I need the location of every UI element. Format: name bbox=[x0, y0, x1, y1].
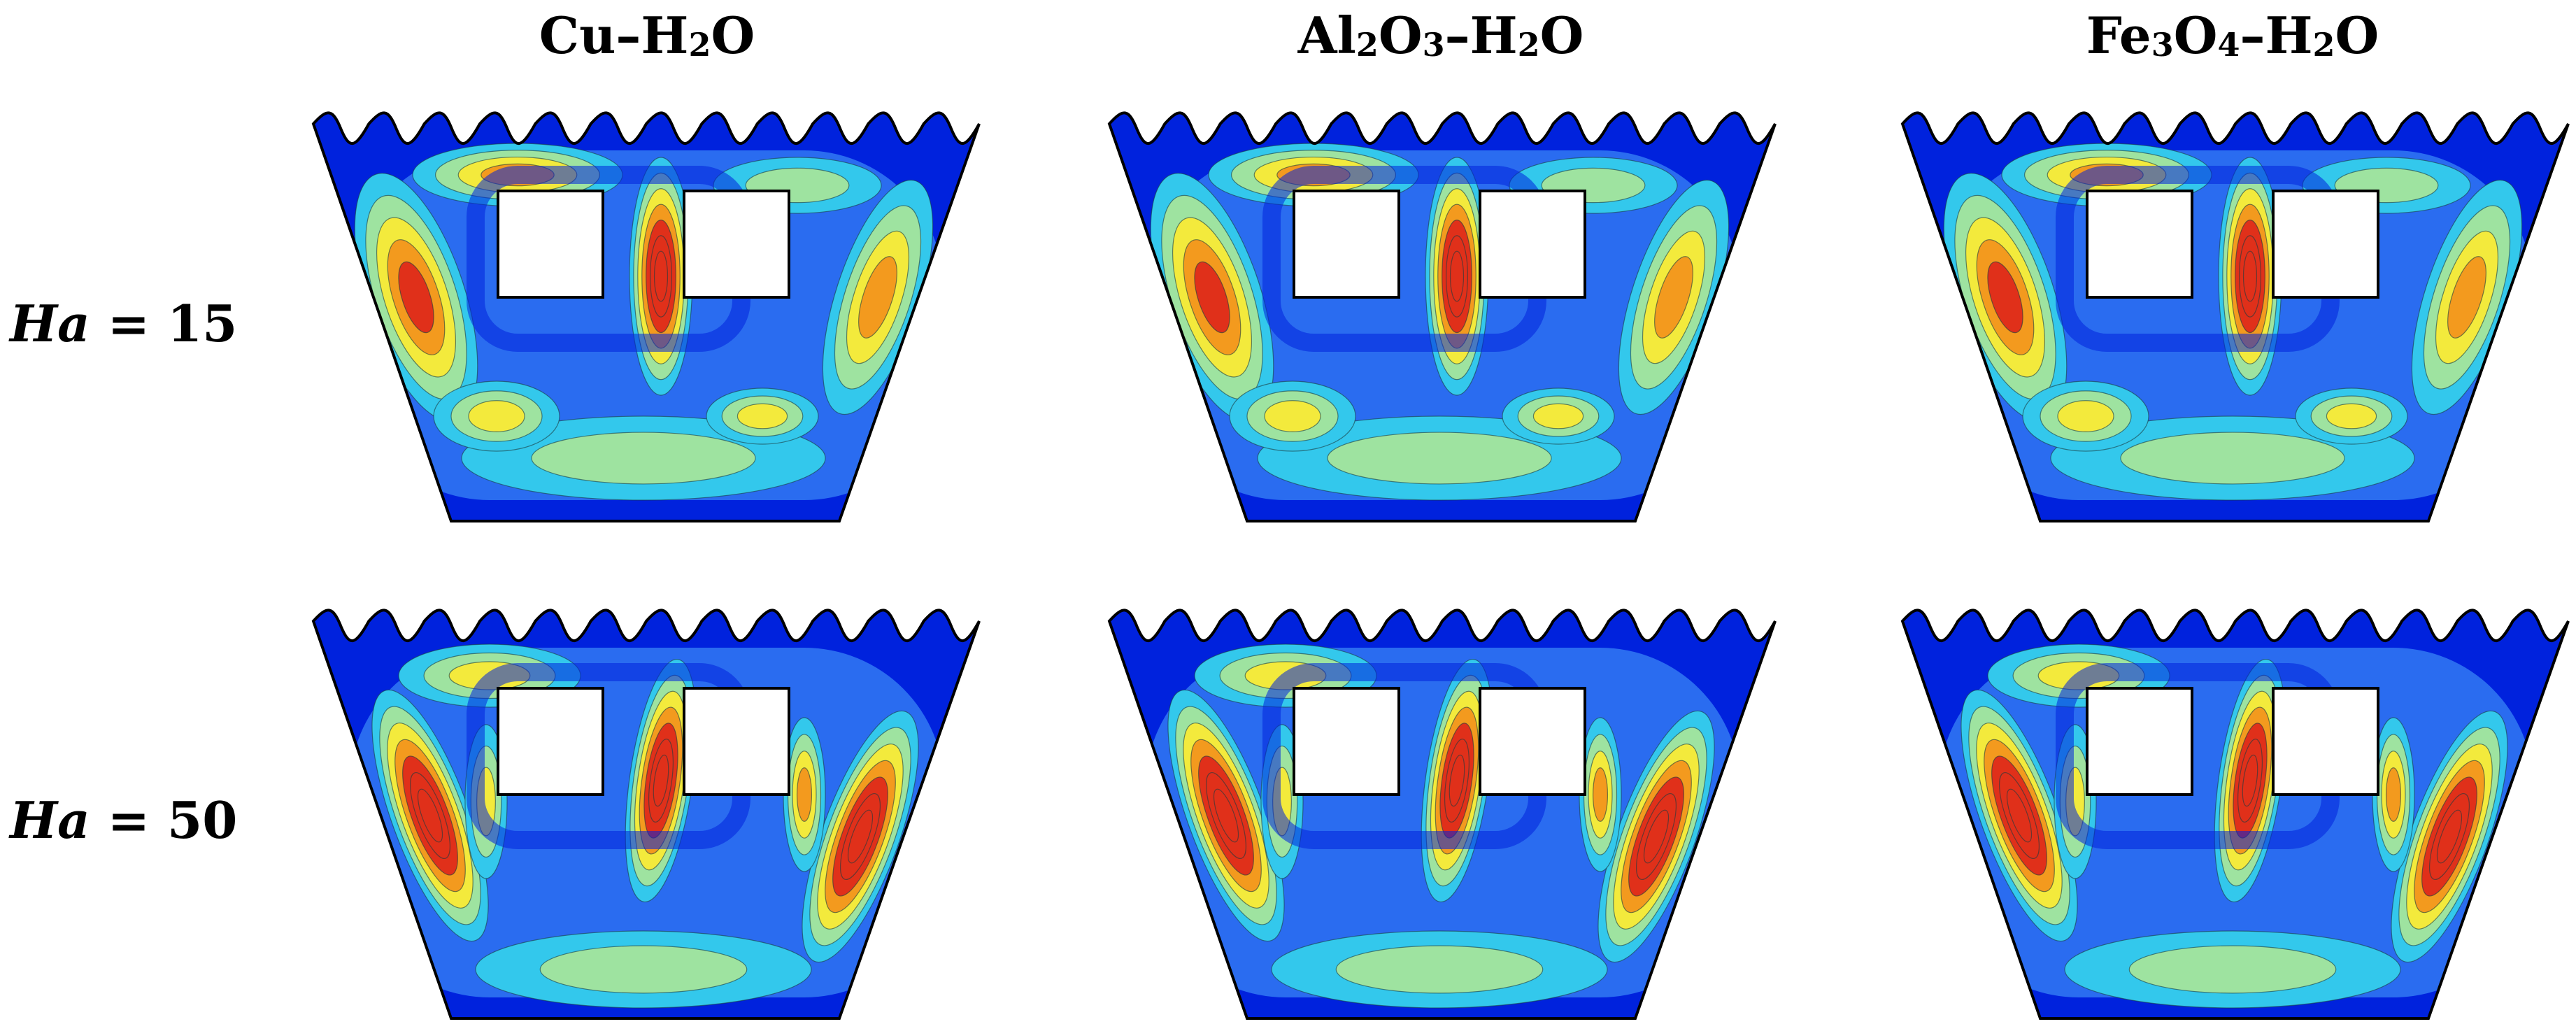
row-label-symbol: Ha bbox=[10, 294, 90, 353]
left-square-cylinder bbox=[1293, 190, 1400, 299]
column-title-cu-h2o: Cu–H2O bbox=[311, 6, 983, 65]
title-text: Al bbox=[1297, 6, 1356, 65]
row-label-ha-50: Ha = 50 bbox=[10, 790, 237, 850]
contour-field bbox=[1902, 610, 2568, 1019]
title-subscript: 3 bbox=[1422, 26, 1445, 64]
contour-level bbox=[2057, 400, 2114, 432]
enclosure-wall bbox=[311, 111, 981, 522]
title-subscript: 2 bbox=[2312, 26, 2335, 64]
contour-level bbox=[847, 809, 874, 864]
contour-level bbox=[1264, 400, 1321, 432]
title-subscript: 4 bbox=[2217, 26, 2240, 64]
row-label-equals: = bbox=[90, 790, 168, 850]
row-label-equals: = bbox=[90, 294, 168, 353]
contour-level bbox=[858, 256, 897, 339]
contour-level bbox=[468, 400, 525, 432]
contour-level bbox=[653, 250, 669, 302]
title-text: O bbox=[2173, 6, 2218, 65]
contour-panel-fe3o4-ha15 bbox=[1900, 111, 2570, 522]
contour-level bbox=[2242, 250, 2258, 302]
right-square-cylinder bbox=[683, 190, 790, 299]
contour-level bbox=[2436, 809, 2463, 864]
contour-level bbox=[2326, 403, 2377, 429]
row-label-ha-15: Ha = 15 bbox=[10, 294, 237, 353]
contour-panel-cu-ha50 bbox=[311, 609, 981, 1020]
contour-panel-al2o3-ha15 bbox=[1107, 111, 1777, 522]
enclosure-wall bbox=[1900, 111, 2570, 522]
contour-level bbox=[1213, 788, 1239, 843]
title-text: Cu–H bbox=[539, 6, 689, 65]
contour-field bbox=[1109, 610, 1775, 1019]
right-square-cylinder bbox=[2272, 190, 2379, 299]
contour-level bbox=[531, 432, 756, 485]
right-square-cylinder bbox=[683, 687, 790, 796]
contour-panel-fe3o4-ha50 bbox=[1900, 609, 2570, 1020]
left-square-cylinder bbox=[497, 190, 604, 299]
left-square-cylinder bbox=[497, 687, 604, 796]
contour-level bbox=[539, 945, 748, 994]
contour-level bbox=[736, 403, 788, 429]
row-label-value: 15 bbox=[167, 294, 238, 353]
title-text: –H bbox=[2240, 6, 2313, 65]
contour-level bbox=[1335, 945, 1544, 994]
contour-level bbox=[1327, 432, 1552, 485]
title-text: O bbox=[711, 6, 755, 65]
contour-level bbox=[1643, 809, 1670, 864]
contour-panel-al2o3-ha50 bbox=[1107, 609, 1777, 1020]
title-text: Fe bbox=[2086, 6, 2151, 65]
contour-level bbox=[1592, 767, 1609, 822]
contour-level bbox=[2128, 945, 2337, 994]
title-text: O bbox=[2335, 6, 2379, 65]
contour-level bbox=[2242, 754, 2258, 807]
contour-field bbox=[1109, 113, 1775, 522]
title-subscript: 2 bbox=[1355, 26, 1379, 64]
enclosure-wall bbox=[311, 609, 981, 1020]
left-square-cylinder bbox=[1293, 687, 1400, 796]
title-subscript: 3 bbox=[2151, 26, 2174, 64]
enclosure-wall bbox=[1107, 111, 1777, 522]
contour-field bbox=[313, 610, 979, 1019]
title-text: O bbox=[1539, 6, 1584, 65]
contour-field bbox=[1902, 113, 2568, 522]
contour-level bbox=[1449, 754, 1465, 807]
right-square-cylinder bbox=[1479, 687, 1586, 796]
enclosure-wall bbox=[1900, 609, 2570, 1020]
column-title-fe3o4-h2o: Fe3O4–H2O bbox=[1897, 6, 2568, 65]
title-subscript: 2 bbox=[688, 26, 711, 64]
contour-level bbox=[1654, 256, 1693, 339]
left-square-cylinder bbox=[2086, 687, 2193, 796]
contour-level bbox=[1449, 250, 1465, 302]
title-subscript: 2 bbox=[1517, 26, 1540, 64]
contour-level bbox=[2120, 432, 2345, 485]
contour-level bbox=[1194, 261, 1230, 334]
contour-field bbox=[313, 113, 979, 522]
contour-level bbox=[1532, 403, 1584, 429]
title-text: O bbox=[1378, 6, 1423, 65]
row-label-value: 50 bbox=[167, 790, 238, 850]
contour-level bbox=[417, 788, 443, 843]
contour-level bbox=[398, 261, 434, 334]
contour-level bbox=[653, 754, 669, 807]
contour-level bbox=[2385, 767, 2402, 822]
contour-level bbox=[1987, 261, 2023, 334]
contour-level bbox=[2006, 788, 2033, 843]
left-square-cylinder bbox=[2086, 190, 2193, 299]
contour-level bbox=[2447, 256, 2486, 339]
column-title-al2o3-h2o: Al2O3–H2O bbox=[1105, 6, 1777, 65]
enclosure-wall bbox=[1107, 609, 1777, 1020]
title-text: –H bbox=[1444, 6, 1518, 65]
right-square-cylinder bbox=[2272, 687, 2379, 796]
contour-panel-cu-ha15 bbox=[311, 111, 981, 522]
right-square-cylinder bbox=[1479, 190, 1586, 299]
contour-level bbox=[796, 767, 813, 822]
row-label-symbol: Ha bbox=[10, 790, 90, 850]
